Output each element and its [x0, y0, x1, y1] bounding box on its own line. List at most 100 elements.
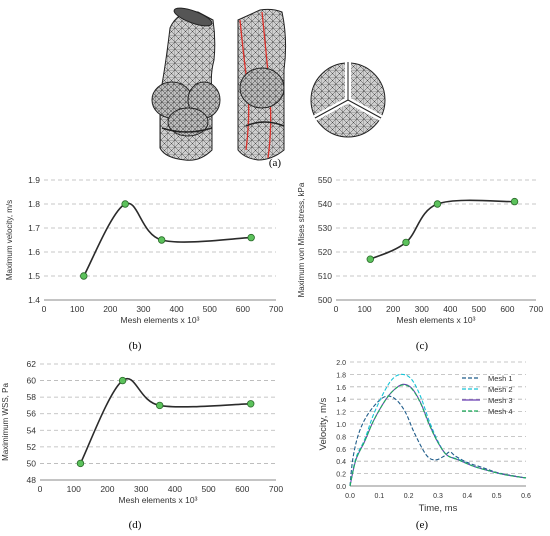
y-tick-label: 58: [27, 392, 37, 402]
y-tick-label: 56: [27, 409, 37, 419]
series-line-mesh-4: [349, 384, 527, 487]
series-line: [369, 199, 515, 260]
data-point: [247, 400, 255, 408]
x-tick-label: 0.6: [521, 493, 531, 500]
series-line: [79, 377, 251, 464]
data-point: [510, 197, 519, 206]
y-tick-label: 510: [318, 271, 332, 281]
y-axis-label: Velocity, m/s: [318, 397, 329, 450]
x-tick-label: 600: [236, 304, 250, 314]
x-tick-label: 0.5: [492, 493, 502, 500]
y-tick-label: 1.4: [336, 397, 346, 404]
x-tick-label: 600: [235, 484, 249, 494]
x-tick-label: 300: [415, 304, 429, 314]
x-tick-label: 0: [38, 484, 43, 494]
x-tick-label: 500: [472, 304, 486, 314]
chart-d: 48 50 52 54 56 58 60 62 0 100 200 300 400 500 600 700 Me…: [1, 359, 283, 505]
x-tick-label: 700: [269, 304, 283, 314]
x-tick-label: 400: [169, 304, 183, 314]
data-point: [247, 233, 255, 242]
x-tick-label: 100: [70, 304, 84, 314]
y-tick-label: 500: [318, 295, 332, 305]
chart-b: 1.4 1.5 1.6 1.7 1.8 1.9 0 100 200 300 400 500 600 700…: [5, 175, 283, 325]
y-axis-label: Maximimum WSS, Pa: [1, 383, 10, 461]
y-tick-label: 1.6: [336, 385, 346, 392]
valve-top-view-mesh: [310, 62, 386, 138]
x-axis-label: Mesh elements x 10³: [119, 495, 198, 505]
y-tick-label: 1.9: [28, 175, 40, 185]
y-tick-label: 60: [27, 376, 37, 386]
y-tick-label: 0.8: [336, 434, 346, 441]
y-tick-label: 0.6: [336, 447, 346, 454]
data-point: [366, 255, 374, 263]
x-tick-label: 0.0: [345, 493, 355, 500]
y-tick-label: 62: [27, 359, 37, 369]
data-point: [118, 376, 127, 385]
x-tick-label: 0.3: [433, 493, 443, 500]
aortic-root-mesh-section: [237, 8, 287, 161]
series-line-mesh-1: [349, 395, 527, 487]
x-tick-label: 200: [100, 484, 114, 494]
x-tick-label: 0.2: [404, 493, 414, 500]
y-tick-label: 1.4: [28, 295, 40, 305]
legend-label: Mesh 2: [488, 385, 513, 394]
legend-label: Mesh 3: [488, 396, 513, 405]
y-tick-label: 0.2: [336, 472, 346, 479]
y-tick-label: 1.7: [28, 223, 40, 233]
series-line: [83, 202, 252, 277]
data-point: [76, 459, 85, 468]
x-tick-label: 700: [269, 484, 283, 494]
y-tick-label: 1.5: [28, 271, 40, 281]
legend-label: Mesh 4: [488, 407, 513, 416]
x-tick-label: 700: [529, 304, 543, 314]
y-tick-label: 48: [27, 475, 37, 485]
x-tick-label: 300: [136, 304, 150, 314]
data-point: [433, 200, 442, 208]
data-point: [402, 238, 410, 247]
data-point: [121, 200, 129, 208]
y-tick-label: 1.8: [336, 372, 346, 379]
data-point: [155, 401, 164, 410]
chart-c: 500 510 520 530 540 550 0 100 200 300 400 500 600 700…: [297, 175, 543, 325]
x-tick-label: 300: [134, 484, 148, 494]
x-tick-label: 0.4: [462, 493, 472, 500]
x-tick-label: 600: [500, 304, 514, 314]
y-tick-label: 530: [318, 223, 332, 233]
x-tick-label: 0.1: [374, 493, 384, 500]
y-tick-label: 0.4: [336, 459, 346, 466]
y-tick-label: 520: [318, 247, 332, 257]
y-tick-label: 550: [318, 175, 332, 185]
y-axis-label: Maximum von Mises stress, kPa: [297, 182, 306, 297]
x-tick-label: 200: [103, 304, 117, 314]
y-tick-label: 54: [27, 425, 37, 435]
legend-label: Mesh 1: [488, 374, 513, 383]
y-tick-label: 1.0: [336, 422, 346, 429]
x-tick-label: 100: [67, 484, 81, 494]
x-tick-label: 400: [168, 484, 182, 494]
mesh-rendering-panel: (a): [151, 7, 386, 169]
x-tick-label: 100: [357, 304, 371, 314]
y-tick-label: 52: [27, 442, 37, 452]
panel-label-a: (a): [269, 157, 282, 169]
y-tick-label: 1.6: [28, 247, 40, 257]
panel-label-b: (b): [129, 340, 142, 352]
x-tick-label: 0: [42, 304, 47, 314]
chart-e: 0.0 0.2 0.4 0.6 0.8 1.0 1.2 1.4 1.6 1.8 2.0 0.0 0.1 0…: [318, 360, 531, 514]
panel-label-c: (c): [416, 340, 429, 352]
y-tick-label: 1.2: [336, 410, 346, 417]
x-tick-label: 200: [386, 304, 400, 314]
y-tick-label: 540: [318, 199, 332, 209]
x-tick-label: 0: [334, 304, 339, 314]
aortic-root-mesh-full: [151, 7, 221, 161]
y-tick-label: 50: [27, 458, 37, 468]
data-point: [157, 236, 166, 244]
x-tick-label: 500: [203, 304, 217, 314]
x-tick-label: 500: [201, 484, 215, 494]
panel-label-d: (d): [129, 519, 142, 531]
y-tick-label: 2.0: [336, 360, 346, 367]
y-axis-label: Maximum velocity, m/s: [5, 200, 14, 280]
x-axis-label: Mesh elements x 10³: [121, 315, 200, 325]
y-tick-label: 0.0: [336, 484, 346, 491]
data-point: [80, 272, 88, 280]
